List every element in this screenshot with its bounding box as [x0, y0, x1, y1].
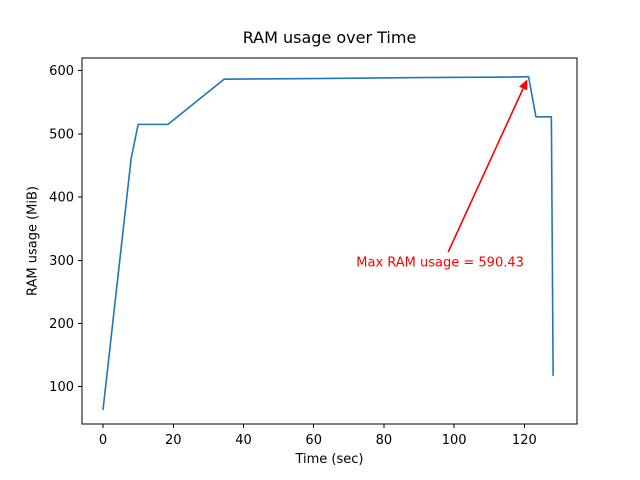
x-tick-label: 120 — [512, 433, 537, 448]
y-tick-label: 600 — [49, 64, 74, 79]
chart-title: RAM usage over Time — [242, 28, 417, 47]
axes-spines — [81, 57, 578, 425]
y-tick-label: 200 — [49, 317, 74, 332]
y-axis-label: RAM usage (MiB) — [25, 186, 41, 296]
max-ram-annotation: Max RAM usage = 590.43 — [356, 255, 524, 271]
x-tick-label: 40 — [235, 433, 252, 448]
y-tick-label: 400 — [49, 191, 74, 206]
x-axis-label: Time (sec) — [295, 452, 364, 467]
x-tick-label: 60 — [305, 433, 322, 448]
x-tick-label: 80 — [376, 433, 393, 448]
y-tick-label: 500 — [49, 127, 74, 142]
x-tick-label: 20 — [165, 433, 182, 448]
annotation-arrow-head — [519, 79, 528, 91]
x-tick-label: 100 — [442, 433, 467, 448]
ram-usage-line — [102, 75, 554, 411]
y-tick-label: 100 — [49, 380, 74, 395]
annotation-arrow-shaft — [447, 88, 524, 253]
y-tick-label: 300 — [49, 254, 74, 269]
x-tick-label: 0 — [99, 433, 107, 448]
